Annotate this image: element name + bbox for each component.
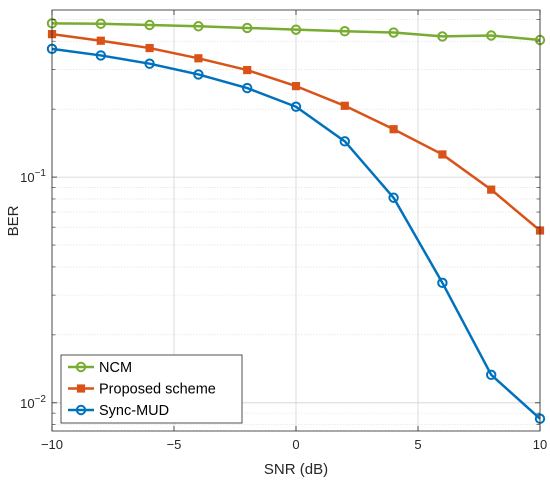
data-point-ncm [339, 26, 350, 37]
data-point-ncm [388, 27, 399, 38]
legend-marker-proposed-scheme [76, 384, 86, 393]
data-point-proposed-scheme [243, 65, 252, 75]
data-point-ncm [242, 22, 253, 34]
x-tick-label: −10 [41, 437, 63, 452]
series-line-ncm [51, 22, 541, 42]
data-point-sync-mud [242, 82, 253, 94]
x-axis-label: SNR (dB) [264, 461, 328, 478]
data-point-proposed-scheme [487, 185, 496, 194]
data-point-ncm [290, 24, 302, 35]
x-tick-label: 10 [533, 437, 547, 452]
tick-labels-layer: −10 −5 0 5 10 10−1 10−2 [20, 168, 547, 452]
legend-label-ncm: NCM [99, 360, 132, 376]
data-point-sync-mud [388, 192, 399, 203]
x-tick-label: −5 [167, 437, 182, 452]
x-tick-label: 0 [292, 437, 299, 452]
data-point-sync-mud [95, 50, 107, 61]
legend-marker-sync-mud [75, 404, 87, 416]
series-layer [46, 18, 546, 424]
data-point-proposed-scheme [96, 36, 105, 45]
legend: NCM Proposed scheme Sync-MUD [60, 354, 243, 424]
data-point-proposed-scheme [291, 82, 301, 91]
data-point-sync-mud [486, 369, 497, 381]
data-point-ncm [95, 18, 107, 29]
legend-marker-ncm [75, 361, 87, 373]
data-point-proposed-scheme [194, 54, 203, 63]
x-tick-label: 5 [414, 437, 421, 452]
y-tick-label: 10−2 [20, 394, 46, 411]
data-point-proposed-scheme [389, 125, 398, 134]
legend-label-proposed-scheme: Proposed scheme [99, 382, 216, 398]
data-point-sync-mud [193, 69, 204, 80]
y-axis-label: BER [5, 205, 22, 236]
data-point-ncm [193, 21, 204, 32]
data-point-proposed-scheme [145, 43, 154, 53]
data-point-sync-mud [144, 58, 155, 69]
data-point-ncm [437, 31, 448, 42]
data-point-proposed-scheme [438, 150, 447, 159]
data-point-sync-mud [437, 277, 448, 289]
data-point-ncm [144, 19, 155, 31]
series-line-sync-mud [51, 47, 541, 420]
data-point-sync-mud [290, 101, 302, 112]
y-tick-label: 10−1 [20, 168, 46, 185]
data-point-sync-mud [339, 136, 350, 147]
data-point-proposed-scheme [340, 101, 349, 110]
legend-label-sync-mud: Sync-MUD [99, 403, 169, 419]
data-point-ncm [486, 30, 497, 41]
ticks-layer [51, 10, 541, 431]
